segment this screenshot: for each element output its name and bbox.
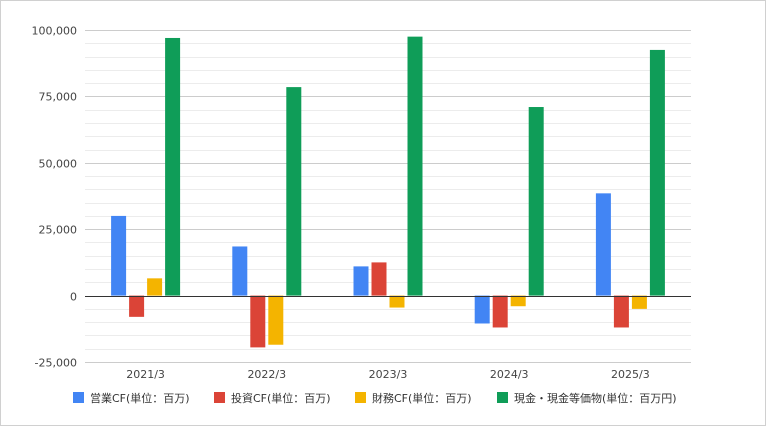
bar-4-2023-3 bbox=[407, 36, 423, 296]
bar-3-2021-3 bbox=[147, 278, 163, 296]
bars bbox=[111, 36, 665, 348]
legend-swatch bbox=[355, 392, 366, 403]
legend-swatch bbox=[214, 392, 225, 403]
legend-label: 財務CF(単位：百万) bbox=[372, 391, 472, 405]
bar-1-2022-3 bbox=[232, 246, 248, 296]
bar-1-2023-3 bbox=[353, 266, 369, 296]
bar-2-2021-3 bbox=[129, 295, 145, 317]
bar-2-2023-3 bbox=[371, 262, 387, 296]
y-tick-label: -25,000 bbox=[35, 357, 77, 370]
grid-lines bbox=[85, 30, 691, 363]
bar-1-2021-3 bbox=[111, 215, 127, 296]
x-tick-label: 2021/3 bbox=[126, 368, 165, 381]
y-tick-label: 100,000 bbox=[32, 25, 78, 38]
bar-3-2024-3 bbox=[510, 295, 526, 307]
x-tick-label: 2023/3 bbox=[369, 368, 408, 381]
x-axis-tick-labels: 2021/3 2022/3 2023/3 2024/3 2025/3 bbox=[126, 368, 650, 381]
y-tick-label: 0 bbox=[70, 291, 77, 304]
bar-3-2025-3 bbox=[631, 295, 647, 309]
x-tick-label: 2025/3 bbox=[611, 368, 650, 381]
legend-label: 投資CF(単位：百万) bbox=[231, 391, 331, 405]
bar-2-2024-3 bbox=[492, 295, 508, 328]
bar-1-2024-3 bbox=[474, 295, 490, 324]
y-tick-label: 50,000 bbox=[39, 158, 78, 171]
bar-3-2022-3 bbox=[268, 295, 284, 345]
y-axis-tick-labels: -25,000 0 25,000 50,000 75,000 100,000 bbox=[32, 25, 78, 370]
bar-3-2023-3 bbox=[389, 295, 405, 308]
x-tick-label: 2022/3 bbox=[247, 368, 286, 381]
legend-label: 営業CF(単位：百万) bbox=[90, 391, 190, 405]
bar-2-2025-3 bbox=[613, 295, 629, 328]
legend-swatch bbox=[73, 392, 84, 403]
x-tick-label: 2024/3 bbox=[490, 368, 529, 381]
legend: 営業CF(単位：百万) 投資CF(単位：百万) 財務CF(単位：百万) 現金・現金等価… bbox=[73, 391, 677, 405]
bar-4-2025-3 bbox=[649, 49, 665, 296]
bar-4-2024-3 bbox=[528, 107, 544, 296]
bar-4-2021-3 bbox=[165, 37, 181, 296]
y-tick-label: 25,000 bbox=[39, 224, 78, 237]
legend-swatch bbox=[497, 392, 508, 403]
bar-4-2022-3 bbox=[286, 87, 302, 296]
bar-1-2025-3 bbox=[595, 193, 611, 296]
bar-2-2022-3 bbox=[250, 295, 266, 348]
y-tick-label: 75,000 bbox=[39, 91, 78, 104]
legend-label: 現金・現金等価物(単位：百万円) bbox=[514, 391, 677, 405]
